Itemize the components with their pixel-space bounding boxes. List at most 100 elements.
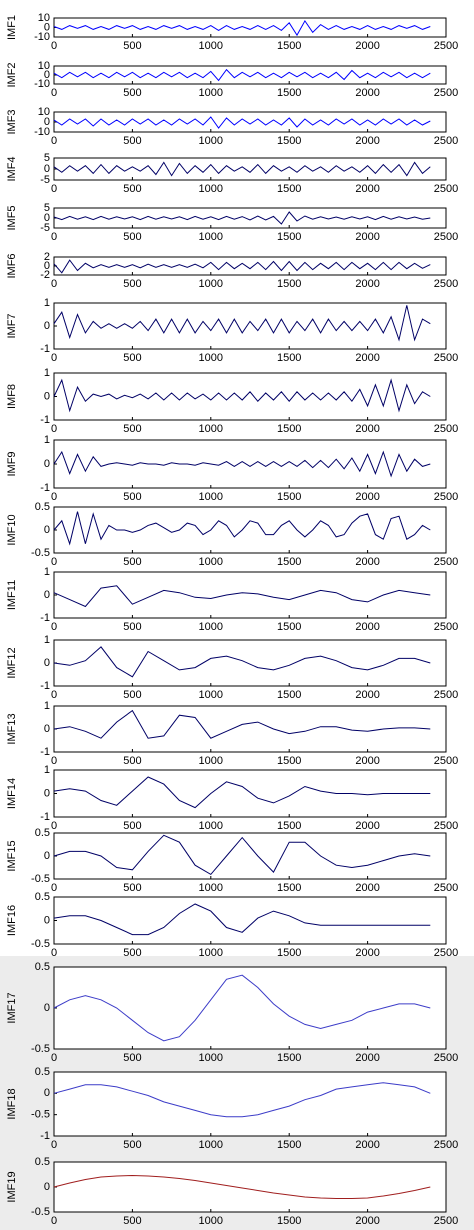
x-tick-label: 500: [123, 278, 141, 290]
y-tick-label: -1: [40, 1130, 50, 1142]
y-tick-label: 0: [44, 390, 50, 402]
y-tick-label: 0: [44, 320, 50, 332]
x-tick-label: 0: [51, 352, 57, 364]
x-tick-label: 2000: [355, 183, 379, 195]
y-tick-label: 1: [44, 700, 50, 712]
y-axis-label: IMF3: [6, 109, 18, 134]
signal-line: [53, 511, 431, 546]
x-tick-label: 0: [51, 1139, 57, 1151]
x-tick-label: 2500: [434, 689, 458, 701]
x-tick-label: 2000: [355, 135, 379, 147]
y-tick-label: 0: [44, 787, 50, 799]
plot-frame: [53, 966, 447, 1050]
x-tick-label: 2000: [355, 352, 379, 364]
x-tick-label: 1500: [277, 423, 301, 435]
signal-line: [53, 585, 431, 608]
x-tick-label: 2000: [355, 621, 379, 633]
y-tick-label: -10: [34, 78, 50, 90]
signal-line: [53, 709, 431, 739]
x-tick-label: 500: [123, 423, 141, 435]
x-tick-label: 2500: [434, 135, 458, 147]
signal-line: [53, 1082, 431, 1118]
y-tick-label: -1: [40, 414, 50, 426]
x-tick-label: 2000: [355, 491, 379, 503]
signal-line: [53, 211, 431, 225]
y-tick-label: -1: [40, 680, 50, 692]
x-tick-label: 2500: [434, 183, 458, 195]
x-tick-label: 1000: [199, 556, 223, 568]
y-axis-label: IMF11: [6, 580, 18, 610]
plot-frame: [53, 302, 447, 350]
y-tick-label: 0: [44, 723, 50, 735]
x-tick-label: 2000: [355, 423, 379, 435]
y-tick-label: -1: [40, 811, 50, 823]
signal-line: [53, 646, 431, 678]
signal-line: [53, 68, 431, 82]
x-tick-label: 0: [51, 40, 57, 52]
y-tick-label: 0: [44, 657, 50, 669]
plot-frame: [53, 439, 447, 489]
plot-frame: [53, 571, 447, 619]
x-tick-label: 1500: [277, 491, 301, 503]
y-axis-label: IMF14: [6, 778, 18, 809]
x-tick-label: 1500: [277, 947, 301, 959]
x-tick-label: 1500: [277, 556, 301, 568]
x-tick-label: 2000: [355, 556, 379, 568]
x-tick-label: 2000: [355, 1139, 379, 1151]
y-tick-label: -1: [40, 746, 50, 758]
y-axis-label: IMF18: [6, 1088, 18, 1119]
y-tick-label: 0.5: [35, 891, 50, 903]
y-tick-label: 0.5: [35, 1156, 50, 1168]
y-tick-label: 0: [44, 260, 50, 272]
x-tick-label: 1500: [277, 882, 301, 894]
x-tick-label: 0: [51, 1052, 57, 1064]
plot-frame: [53, 639, 447, 687]
y-axis-label: IMF15: [6, 840, 18, 871]
x-tick-label: 1500: [277, 820, 301, 832]
y-tick-label: 0: [44, 458, 50, 470]
y-tick-label: -0.5: [31, 938, 50, 950]
x-tick-label: 1500: [277, 1215, 301, 1227]
signal-line: [53, 1174, 431, 1199]
x-tick-label: 2000: [355, 689, 379, 701]
y-tick-label: 1: [44, 434, 50, 446]
y-tick-label: -0.5: [31, 1206, 50, 1218]
y-axis-label: IMF19: [6, 1171, 18, 1202]
y-tick-label: -10: [34, 31, 50, 43]
x-tick-label: 500: [123, 689, 141, 701]
x-tick-label: 1000: [199, 352, 223, 364]
x-tick-label: 1500: [277, 87, 301, 99]
x-tick-label: 1000: [199, 87, 223, 99]
x-tick-label: 0: [51, 423, 57, 435]
x-tick-label: 1500: [277, 1052, 301, 1064]
x-tick-label: 0: [51, 491, 57, 503]
y-axis-label: IMF2: [6, 62, 18, 87]
plot-frame: [53, 372, 447, 421]
x-tick-label: 2500: [434, 40, 458, 52]
plot-frame: [53, 832, 447, 880]
y-tick-label: 1: [44, 566, 50, 578]
x-tick-label: 1500: [277, 352, 301, 364]
y-tick-label: -1: [40, 612, 50, 624]
x-tick-label: 1500: [277, 621, 301, 633]
x-tick-label: 0: [51, 755, 57, 767]
y-tick-label: -1: [40, 482, 50, 494]
x-tick-label: 0: [51, 689, 57, 701]
x-tick-label: 500: [123, 352, 141, 364]
plot-frame: [53, 1161, 447, 1213]
x-tick-label: 500: [123, 882, 141, 894]
y-tick-label: 0: [44, 589, 50, 601]
x-tick-label: 1500: [277, 40, 301, 52]
x-tick-label: 2500: [434, 423, 458, 435]
signal-line: [53, 116, 431, 129]
y-axis-label: IMF12: [6, 647, 18, 678]
y-tick-label: -5: [40, 222, 50, 234]
y-axis-label: IMF7: [6, 313, 18, 338]
y-tick-label: 0.5: [35, 827, 50, 839]
signal-line: [53, 161, 431, 177]
y-tick-label: 1: [44, 367, 50, 379]
y-axis-label: IMF5: [6, 205, 18, 230]
x-tick-label: 1000: [199, 183, 223, 195]
x-tick-label: 2000: [355, 947, 379, 959]
signal-line: [53, 259, 431, 274]
